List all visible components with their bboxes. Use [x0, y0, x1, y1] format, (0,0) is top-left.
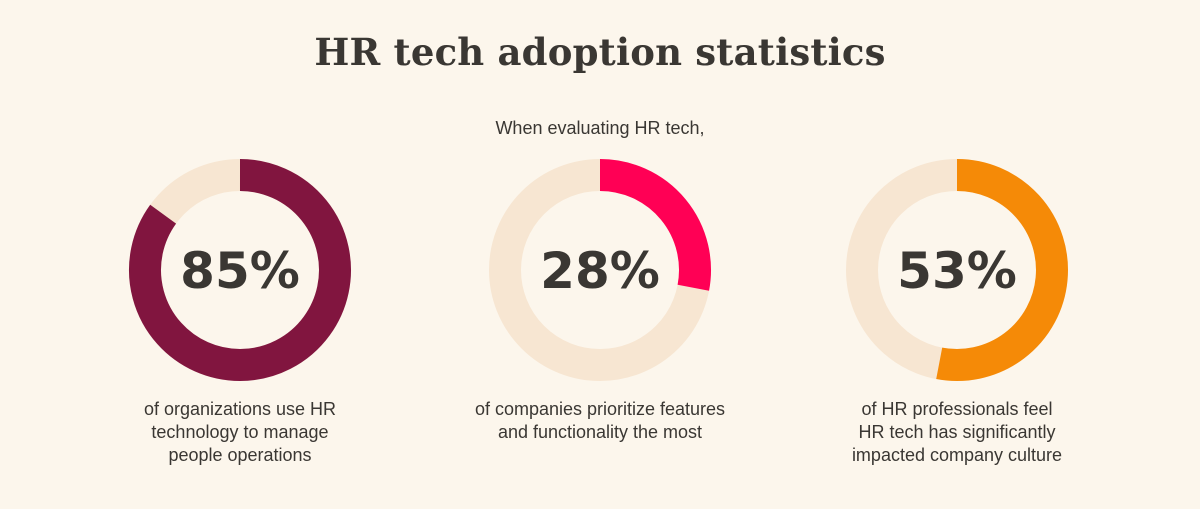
page-title: HR tech adoption statistics	[314, 30, 886, 74]
stat-percentage: 53%	[897, 242, 1017, 300]
caption-line: and functionality the most	[497, 422, 703, 442]
caption-line: HR tech has significantly	[858, 422, 1056, 442]
stat-organizations: 85% of organizations use HR technology t…	[70, 158, 410, 467]
donut-chart-organizations: 85%	[129, 159, 351, 381]
donut-chart-hr-professionals: 53%	[846, 159, 1068, 381]
stat-percentage: 28%	[540, 242, 660, 300]
donut-arc-value	[129, 159, 351, 381]
caption-line: of companies prioritize features	[474, 399, 726, 419]
stat-hr-professionals: 53% of HR professionals feel HR tech has…	[787, 158, 1127, 467]
stat-percentage: 85%	[180, 242, 300, 300]
donut-arc-value	[936, 159, 1068, 381]
donut-arc-value	[599, 159, 711, 291]
caption-line: technology to manage	[151, 422, 329, 442]
caption-line: impacted company culture	[851, 445, 1063, 465]
stat-caption: of companies prioritize features and fun…	[430, 398, 770, 444]
page-subtitle: When evaluating HR tech,	[495, 118, 705, 138]
stat-companies: 28% of companies prioritize features and…	[430, 158, 770, 444]
caption-line: people operations	[168, 445, 312, 465]
stat-caption: of organizations use HR technology to ma…	[70, 398, 410, 467]
caption-line: of HR professionals feel	[861, 399, 1053, 419]
donut-chart-companies: 28%	[489, 159, 711, 381]
caption-line: of organizations use HR	[143, 399, 337, 419]
stat-caption: of HR professionals feel HR tech has sig…	[787, 398, 1127, 467]
